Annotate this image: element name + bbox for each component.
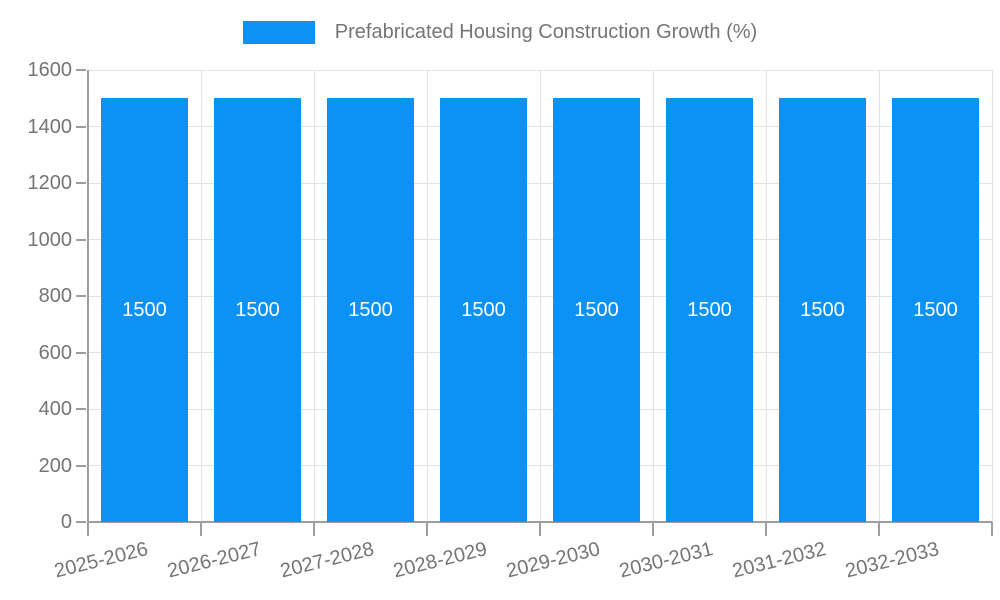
y-axis-tick — [76, 351, 86, 354]
bar[interactable] — [553, 98, 640, 522]
x-gridline — [200, 70, 202, 522]
y-axis-line — [87, 70, 89, 522]
x-gridline — [652, 70, 654, 522]
y-axis-tick — [76, 125, 86, 128]
x-gridline — [878, 70, 880, 522]
y-axis-tick — [76, 521, 86, 523]
bar-value-label: 1500 — [574, 299, 619, 322]
x-axis-tick — [652, 522, 654, 536]
x-axis-line — [88, 521, 992, 523]
bar-value-label: 1500 — [461, 299, 506, 322]
plot-area: 0 200 400 600 800 1000 1200 1400 1600 1500 2025-20… — [28, 59, 993, 582]
y-axis-label: 200 — [38, 454, 72, 477]
bar[interactable] — [214, 98, 301, 522]
bar-value-label: 1500 — [687, 299, 732, 322]
y-axis-tick — [76, 408, 86, 410]
y-axis-label: 1200 — [27, 172, 73, 194]
x-axis-tick — [878, 522, 880, 536]
y-axis-label: 800 — [38, 285, 72, 307]
y-axis-tick — [76, 464, 86, 467]
y-axis-label: 0 — [60, 511, 72, 533]
bar[interactable] — [101, 98, 188, 522]
bar[interactable] — [666, 98, 753, 522]
bar-value-label: 1500 — [800, 299, 845, 322]
y-axis-tick — [76, 69, 86, 71]
bar[interactable] — [892, 98, 979, 522]
x-axis-tick — [539, 522, 541, 536]
bar[interactable] — [779, 98, 866, 522]
x-gridline — [991, 70, 993, 522]
y-axis-label: 1400 — [27, 115, 73, 138]
x-gridline — [539, 70, 541, 522]
bar-value-label: 1500 — [348, 299, 393, 322]
x-gridline — [313, 70, 315, 522]
legend-swatch — [242, 20, 315, 44]
x-axis-tick — [313, 522, 315, 536]
x-axis-tick — [87, 522, 89, 536]
bar[interactable] — [440, 98, 527, 522]
y-axis-label: 1600 — [27, 59, 73, 81]
x-gridline — [426, 70, 428, 522]
y-axis-label: 600 — [38, 341, 72, 364]
x-axis-tick — [991, 522, 993, 536]
bar-value-label: 1500 — [913, 299, 958, 322]
bar[interactable] — [327, 98, 414, 522]
y-axis-label: 1000 — [27, 228, 73, 251]
y-axis-tick — [76, 182, 86, 184]
bar-value-label: 1500 — [235, 299, 280, 322]
bar-value-label: 1500 — [122, 299, 167, 322]
y-axis-tick — [76, 295, 86, 297]
x-axis-tick — [765, 522, 767, 536]
x-axis-tick — [426, 522, 428, 536]
x-gridline — [765, 70, 767, 522]
y-axis-tick — [76, 238, 86, 241]
x-axis-tick — [200, 522, 202, 536]
legend[interactable]: Prefabricated Housing Construction Growt… — [0, 8, 1000, 56]
y-axis-label: 400 — [38, 398, 72, 420]
legend-label: Prefabricated Housing Construction Growt… — [334, 20, 758, 43]
